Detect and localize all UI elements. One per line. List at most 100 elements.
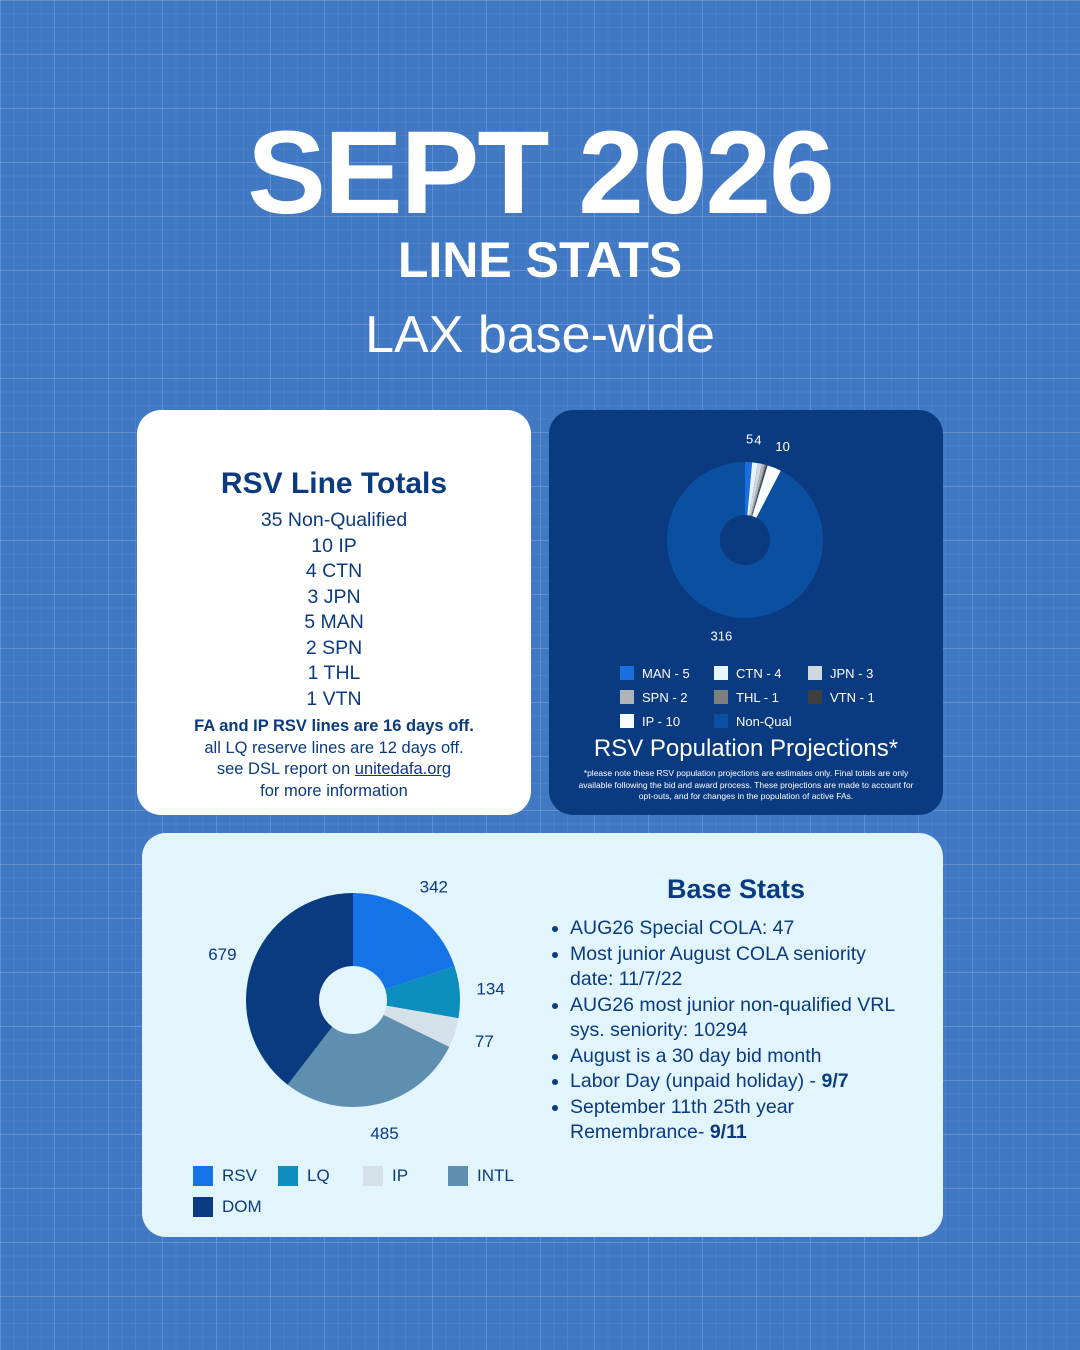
pie-slice <box>751 464 767 516</box>
legend-label: LQ <box>307 1165 330 1185</box>
legend-item: MAN - 5 <box>620 661 714 685</box>
legend-label: IP - 10 <box>642 713 681 729</box>
legend-label: CTN - 4 <box>736 665 782 681</box>
note-text: see DSL report on <box>216 760 351 778</box>
data-label: 342 <box>420 878 448 897</box>
pie-slice <box>752 465 781 518</box>
legend-label: INTL <box>477 1165 514 1185</box>
legend-label: RSV <box>222 1165 257 1185</box>
stat-text: Most junior August COLA seniority date: … <box>570 942 866 991</box>
legend-swatch <box>714 666 728 680</box>
data-label: 134 <box>476 979 504 998</box>
legend-swatch <box>714 690 728 704</box>
legend-item: JPN - 3 <box>808 661 902 685</box>
pie-chart: 5 4 10 316 <box>667 432 823 644</box>
legend-label: DOM <box>222 1196 262 1216</box>
legend-label: SPN - 2 <box>642 689 688 705</box>
legend-swatch <box>363 1165 383 1186</box>
pie-slice <box>749 463 763 516</box>
pie-chart: 342 134 77 485 679 <box>208 878 505 1143</box>
total-line: 10 IP <box>311 534 357 557</box>
subtitle: LINE STATS <box>397 232 683 288</box>
card-title: RSV Line Totals <box>220 467 448 500</box>
legend-swatch <box>808 690 822 704</box>
pie-slice <box>385 966 460 1019</box>
stat-text: August is a 30 day bid month <box>570 1044 822 1067</box>
note-bold: FA and IP RSV lines are 16 days off. <box>194 717 474 735</box>
pie-slice <box>245 893 353 1085</box>
legend-swatch <box>714 714 728 728</box>
footnote: *please note these RSV population projec… <box>578 768 914 801</box>
legend-item: LQ <box>278 1160 363 1191</box>
stat-text: AUG26 Special COLA: 47 <box>570 917 795 939</box>
stat-text: AUG26 most junior non-qualified VRL sys.… <box>570 993 895 1042</box>
data-label: 4 <box>754 432 761 447</box>
title: SEPT 2026 <box>247 107 834 239</box>
legend-label: Non-Qual <box>736 713 792 729</box>
legend-item: CTN - 4 <box>714 661 808 685</box>
note-line: for more information <box>260 781 408 800</box>
pie-slice <box>287 1014 450 1107</box>
legend-swatch <box>278 1165 298 1186</box>
stat-text: Labor Day (unpaid holiday) - <box>570 1070 817 1092</box>
pie-slice <box>353 893 455 990</box>
totals-list: 35 Non-Qualified 10 IP 4 CTN 3 JPN 5 MAN 2 SP… <box>137 508 531 712</box>
stat-item: Most junior August COLA seniority date: … <box>570 942 913 993</box>
data-label: 679 <box>208 945 236 964</box>
total-line: 3 JPN <box>307 585 361 608</box>
total-line: 2 SPN <box>305 636 363 659</box>
legend-label: VTN - 1 <box>830 689 875 705</box>
data-label: 316 <box>710 629 732 644</box>
rsv-totals-card: RSV Line Totals 35 Non-Qualified 10 IP 4 C… <box>137 410 531 815</box>
data-label: 77 <box>475 1032 494 1051</box>
stat-item: AUG26 Special COLA: 47 <box>570 916 913 942</box>
legend-item: IP <box>363 1160 448 1191</box>
note: FA and IP RSV lines are 16 days off. all… <box>137 716 531 802</box>
pie-slice <box>751 464 768 517</box>
pie-slice <box>745 462 753 516</box>
pie-slice <box>667 462 823 618</box>
pie-slice <box>383 1005 459 1047</box>
data-label: 5 <box>746 432 753 447</box>
link[interactable]: unitedafa.org <box>354 760 452 778</box>
total-line: 5 MAN <box>304 611 364 633</box>
legend-item: SPN - 2 <box>620 685 714 709</box>
legend-swatch <box>620 690 634 704</box>
legend-swatch <box>193 1196 213 1217</box>
total-line: 4 CTN <box>305 560 363 582</box>
stat-item: August is a 30 day bid month <box>570 1044 913 1070</box>
legend-item: VTN - 1 <box>808 685 902 709</box>
location: LAX base-wide <box>365 306 715 364</box>
data-label: 485 <box>370 1124 398 1143</box>
stat-item: AUG26 most junior non-qualified VRL sys.… <box>570 993 913 1044</box>
legend-swatch <box>620 666 634 680</box>
legend-item: THL - 1 <box>714 685 808 709</box>
legend-label: THL - 1 <box>736 689 779 705</box>
legend: MAN - 5 CTN - 4 JPN - 3 SPN - 2 THL - 1 VTN -… <box>620 661 902 733</box>
note-line: all LQ reserve lines are 12 days off. <box>204 738 464 757</box>
legend-item: DOM <box>193 1191 278 1222</box>
pie-slice <box>750 463 765 516</box>
stat-text: September 11th 25th year Remembrance- <box>570 1095 795 1144</box>
legend-label: MAN - 5 <box>642 665 690 681</box>
legend-swatch <box>193 1165 213 1186</box>
chart-title: RSV Population Projections* <box>593 735 899 762</box>
pie-slice <box>747 462 758 516</box>
legend-swatch <box>808 666 822 680</box>
stat-bold: 9/7 <box>821 1070 849 1092</box>
base-stats-title: Base Stats <box>666 874 806 904</box>
legend-label: JPN - 3 <box>830 665 874 681</box>
legend-swatch <box>620 714 634 728</box>
total-line: 1 VTN <box>306 687 362 710</box>
note-line: see DSL report on unitedafa.org <box>137 759 531 781</box>
legend-item: RSV <box>193 1160 278 1191</box>
legend-label: IP <box>392 1165 409 1185</box>
stat-item: Labor Day (unpaid holiday) - 9/7 <box>570 1069 913 1095</box>
legend-item: IP - 10 <box>620 709 714 733</box>
legend-item: INTL <box>448 1160 533 1191</box>
base-stats-list: AUG26 Special COLA: 47 Most junior August… <box>553 916 913 1146</box>
stat-bold: 9/11 <box>709 1121 747 1143</box>
legend-item: Non-Qual <box>714 709 808 733</box>
total-line: 35 Non-Qualified <box>260 509 408 531</box>
